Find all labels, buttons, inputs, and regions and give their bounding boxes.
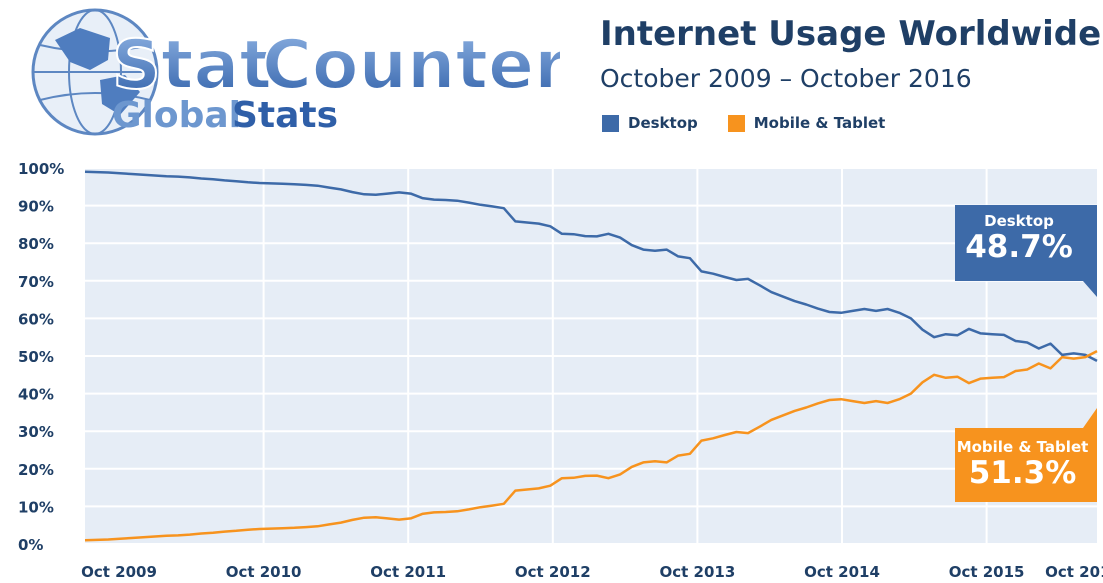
y-tick-label: 40% bbox=[18, 386, 54, 404]
legend-swatch-desktop bbox=[602, 114, 619, 132]
x-tick-label: Oct 2014 bbox=[804, 563, 880, 581]
desktop-callout-value: 48.7% bbox=[965, 229, 1073, 265]
x-tick-label: Oct 2012 bbox=[515, 563, 591, 581]
legend-swatch-mobile bbox=[727, 114, 745, 132]
y-tick-label: 30% bbox=[18, 423, 54, 441]
logo-counter-text: Counter bbox=[262, 26, 560, 105]
x-axis-labels: Oct 2009 Oct 2010 Oct 2011 Oct 2012 Oct 2013… bbox=[81, 563, 1103, 581]
mobile-callout: Mobile & Tablet 51.3% bbox=[955, 438, 1090, 490]
y-tick-label: 60% bbox=[18, 310, 54, 328]
logo-stats-text: Stats bbox=[232, 95, 338, 136]
legend-item-mobile: Mobile & Tablet bbox=[727, 114, 886, 132]
logo-stat-text: Stat bbox=[112, 26, 272, 105]
y-tick-label: 100% bbox=[18, 160, 64, 178]
y-tick-label: 10% bbox=[18, 498, 54, 516]
legend-label-mobile: Mobile & Tablet bbox=[753, 114, 886, 132]
desktop-callout-label: Desktop bbox=[984, 212, 1054, 230]
line-chart: 0% 10% 20% 30% 40% 50% 60% 70% 80% 90% 100% Oct 20… bbox=[18, 160, 1103, 581]
mobile-callout-box bbox=[955, 408, 1097, 502]
chart-title: Internet Usage Worldwide bbox=[600, 14, 1102, 54]
series-lines bbox=[84, 170, 1098, 542]
y-tick-label: 80% bbox=[18, 235, 54, 253]
y-tick-label: 50% bbox=[18, 348, 54, 366]
mobile-callout-label: Mobile & Tablet bbox=[956, 438, 1089, 456]
chart-subtitle: October 2009 – October 2016 bbox=[600, 64, 972, 93]
desktop-series-line bbox=[84, 170, 1098, 363]
mobile-series-line bbox=[84, 349, 1098, 542]
legend-label-desktop: Desktop bbox=[628, 114, 698, 132]
mobile-callout-value: 51.3% bbox=[968, 455, 1077, 491]
y-tick-label: 20% bbox=[18, 461, 54, 479]
legend: Desktop Mobile & Tablet bbox=[602, 114, 915, 132]
x-tick-label: Oct 2010 bbox=[226, 563, 302, 581]
y-tick-label: 90% bbox=[18, 198, 54, 216]
globe-icon bbox=[31, 8, 159, 136]
x-tick-label: Oct 2013 bbox=[660, 563, 736, 581]
x-tick-label: Oct 2011 bbox=[370, 563, 446, 581]
y-axis-labels: 0% 10% 20% 30% 40% 50% 60% 70% 80% 90% 100% bbox=[18, 160, 64, 554]
statcounter-logo: Stat Counter Global Stats bbox=[31, 8, 560, 136]
pie-icon bbox=[317, 45, 357, 85]
x-tick-label: Oct 2016 bbox=[1045, 563, 1103, 581]
x-tick-label: Oct 2015 bbox=[949, 563, 1025, 581]
legend-item-desktop: Desktop bbox=[602, 114, 698, 132]
y-grid bbox=[85, 167, 1097, 545]
x-tick-label: Oct 2009 bbox=[81, 563, 157, 581]
y-tick-label: 70% bbox=[18, 273, 54, 291]
desktop-callout: Desktop 48.7% bbox=[955, 212, 1083, 264]
y-tick-label: 0% bbox=[18, 536, 43, 554]
logo-global-text: Global bbox=[112, 95, 241, 136]
desktop-callout-box bbox=[955, 205, 1097, 297]
